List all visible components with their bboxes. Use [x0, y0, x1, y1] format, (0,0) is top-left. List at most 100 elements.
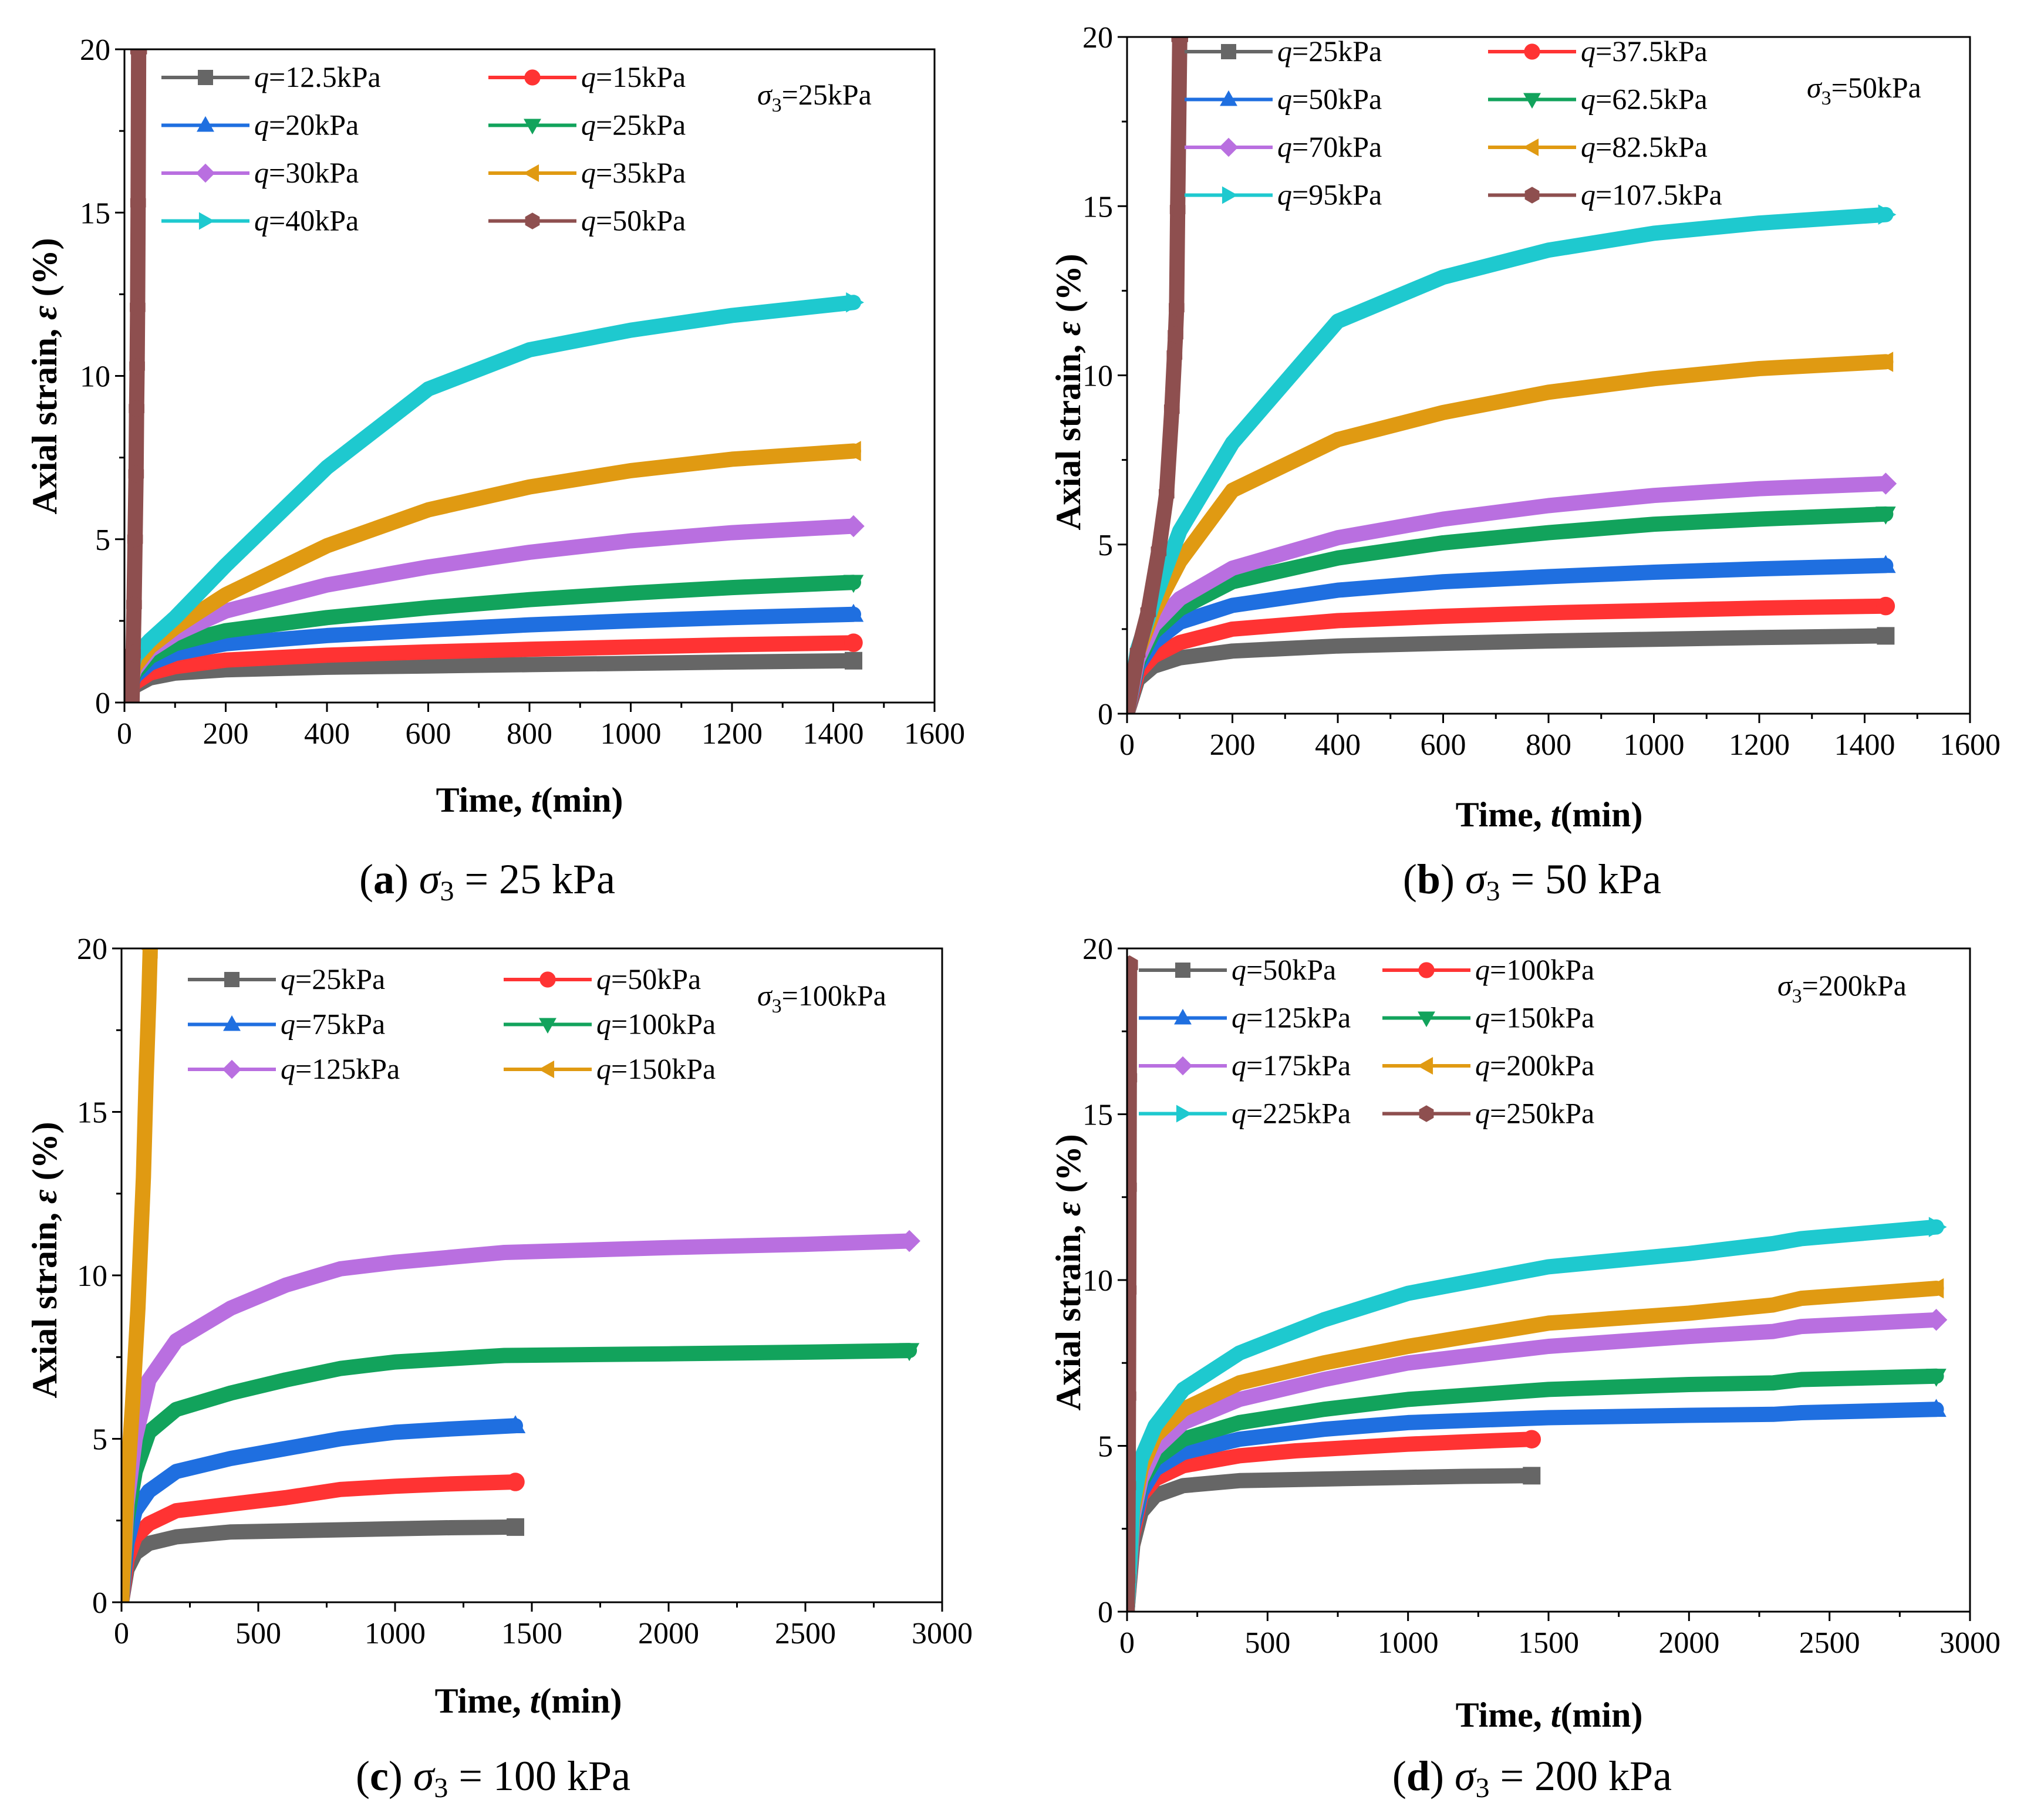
legend: q=50kPa q=100kPa q=125kPa q=150kPa q=175kPa q…	[1139, 953, 1594, 1130]
y-tick-label: 20	[1082, 21, 1113, 55]
legend-label: q=107.5kPa	[1581, 178, 1722, 211]
legend-marker	[222, 1059, 242, 1079]
series-point-marker	[1151, 542, 1167, 560]
x-tick-label: 200	[203, 717, 249, 751]
series-point-marker	[1129, 643, 1146, 662]
x-tick-label: 500	[1244, 1626, 1290, 1660]
y-tick-label: 15	[77, 1096, 107, 1130]
y-axis-label: Axial strain, ε (%)	[1049, 1134, 1088, 1410]
legend-marker	[1523, 93, 1541, 109]
panel-a: 0 200 400 600 800 1000 1200 1400 1600 0 5 10 15 20 q=1…	[25, 33, 965, 907]
sigma3-label: σ3=50kPa	[1807, 71, 1921, 109]
legend-marker	[198, 70, 213, 85]
legend-marker	[539, 971, 556, 988]
series-end-marker	[846, 292, 864, 313]
y-tick-label: 15	[1082, 1099, 1113, 1132]
series-point-marker	[1158, 484, 1175, 503]
plot-frame	[123, 48, 936, 704]
series-end-marker	[843, 603, 864, 622]
plot-area: 0 200 400 600 800 1000 1200 1400 1600 0 5 10 15 20 q=1…	[80, 33, 965, 751]
sigma3-label: σ3=25kPa	[757, 78, 872, 116]
x-tick-label: 2000	[638, 1617, 699, 1650]
legend-label: q=15kPa	[581, 60, 686, 93]
legend-label: q=125kPa	[1232, 1001, 1351, 1034]
legend-marker	[523, 164, 539, 182]
series-line	[124, 295, 861, 703]
series-end-marker	[1926, 1399, 1947, 1417]
x-tick-label: 800	[1526, 728, 1571, 762]
x-tick-label: 1600	[1939, 728, 2001, 762]
legend: q=25kPa q=37.5kPa q=50kPa q=62.5kPa q=70kPa q…	[1185, 35, 1722, 211]
y-tick-label: 5	[1098, 529, 1113, 562]
plot-frame	[120, 947, 943, 1603]
legend-label: q=125kPa	[281, 1052, 400, 1085]
series-group	[1127, 37, 1897, 714]
series-end-marker	[1127, 955, 1138, 975]
series-end-marker	[1925, 1309, 1948, 1331]
legend-marker	[1419, 1105, 1434, 1122]
plot-area: 0 200 400 600 800 1000 1200 1400 1600 0 5 10 15 20 q=2…	[1082, 21, 2001, 762]
x-tick-label: 500	[235, 1617, 281, 1650]
panel-caption: (d) σ3 = 200 kPa	[1392, 1753, 1672, 1804]
x-tick-label: 1200	[1729, 728, 1790, 762]
series-end-marker	[843, 441, 861, 461]
series-end-marker	[506, 1473, 525, 1491]
series-point-marker	[127, 530, 143, 549]
legend: q=12.5kPa q=15kPa q=20kPa q=25kPa q=30kPa q=3…	[161, 60, 686, 237]
series-end-marker	[1874, 472, 1897, 495]
x-axis-label: Time, t(min)	[436, 781, 623, 819]
series-end-marker	[845, 651, 862, 670]
series-end-marker	[1876, 596, 1895, 616]
legend-marker	[198, 212, 215, 230]
legend-label: q=200kPa	[1475, 1049, 1594, 1082]
legend-label: q=100kPa	[1475, 953, 1594, 986]
series-end-marker	[1928, 1217, 1947, 1237]
sigma3-label: σ3=200kPa	[1777, 969, 1907, 1007]
legend-marker	[1219, 137, 1239, 157]
y-tick-label: 20	[1082, 933, 1113, 966]
y-tick-label: 10	[1082, 1264, 1113, 1298]
legend-label: q=50kPa	[596, 963, 701, 995]
x-axis-label: Time, t(min)	[1456, 1696, 1643, 1734]
legend-marker	[1524, 43, 1540, 60]
x-tick-label: 200	[1210, 728, 1256, 762]
legend-marker	[1173, 1056, 1193, 1076]
legend-label: q=225kPa	[1232, 1097, 1351, 1130]
series-group	[124, 49, 865, 703]
legend-marker	[1174, 1008, 1192, 1025]
series-point-marker	[128, 465, 144, 483]
series-point-marker	[1163, 400, 1180, 418]
sigma3-label: σ3=100kPa	[757, 979, 886, 1017]
series-point-marker	[1166, 346, 1183, 364]
panel-b: 0 200 400 600 800 1000 1200 1400 1600 0 5 10 15 20 q=2…	[1049, 21, 2001, 907]
x-tick-label: 1000	[1624, 728, 1685, 762]
series-end-marker	[1875, 507, 1896, 525]
x-tick-label: 2500	[775, 1617, 836, 1650]
legend-marker	[1418, 962, 1435, 978]
y-tick-label: 15	[80, 197, 110, 230]
legend-label: q=37.5kPa	[1581, 35, 1708, 67]
series-end-marker	[1171, 37, 1189, 47]
y-tick-label: 0	[1098, 698, 1113, 731]
legend-label: q=20kPa	[254, 109, 359, 141]
x-tick-label: 0	[1119, 1626, 1135, 1660]
legend-marker	[539, 1018, 556, 1034]
x-tick-label: 2500	[1799, 1626, 1860, 1660]
x-tick-label: 1200	[701, 717, 763, 751]
x-tick-label: 400	[304, 717, 350, 751]
series-line	[122, 948, 158, 1602]
legend-label: q=75kPa	[281, 1008, 385, 1041]
legend-label: q=25kPa	[1277, 35, 1382, 67]
series-point-marker	[1169, 200, 1186, 219]
legend-marker	[1221, 44, 1236, 59]
y-axis-label: Axial strain, ε (%)	[25, 238, 64, 514]
series-group	[122, 948, 920, 1602]
x-tick-label: 1000	[365, 1617, 426, 1650]
series-end-marker	[1523, 1467, 1541, 1485]
series-end-marker	[1925, 1278, 1944, 1299]
plot-frame	[1126, 36, 1971, 715]
legend-marker	[1175, 963, 1190, 978]
y-tick-label: 10	[77, 1260, 107, 1293]
